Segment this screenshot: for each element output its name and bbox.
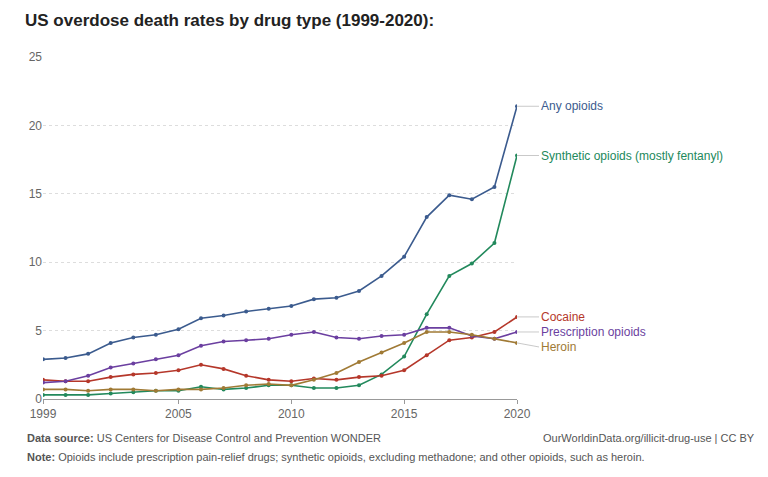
svg-text:10: 10	[29, 255, 43, 269]
svg-text:US overdose death rates by dru: US overdose death rates by drug type (19…	[25, 11, 434, 30]
svg-text:Cocaine: Cocaine	[541, 310, 585, 324]
svg-text:Any opioids: Any opioids	[541, 99, 603, 113]
svg-text:5: 5	[35, 324, 42, 338]
svg-text:1999: 1999	[30, 407, 57, 421]
svg-text:15: 15	[29, 187, 43, 201]
svg-text:2015: 2015	[391, 407, 418, 421]
svg-text:Prescription opioids: Prescription opioids	[541, 325, 646, 339]
svg-text:2020: 2020	[504, 407, 531, 421]
svg-text:2010: 2010	[278, 407, 305, 421]
svg-text:Heroin: Heroin	[541, 340, 576, 354]
svg-text:2005: 2005	[165, 407, 192, 421]
svg-text:Synthetic opioids (mostly fent: Synthetic opioids (mostly fentanyl)	[541, 149, 723, 163]
svg-text:Note: Opioids include prescrip: Note: Opioids include prescription pain-…	[27, 451, 645, 463]
svg-text:20: 20	[29, 119, 43, 133]
svg-text:Data source: US Centers for Di: Data source: US Centers for Disease Cont…	[27, 432, 381, 444]
svg-text:0: 0	[35, 392, 42, 406]
svg-text:25: 25	[29, 50, 43, 64]
svg-text:OurWorldinData.org/illicit-dru: OurWorldinData.org/illicit-drug-use | CC…	[543, 432, 755, 444]
